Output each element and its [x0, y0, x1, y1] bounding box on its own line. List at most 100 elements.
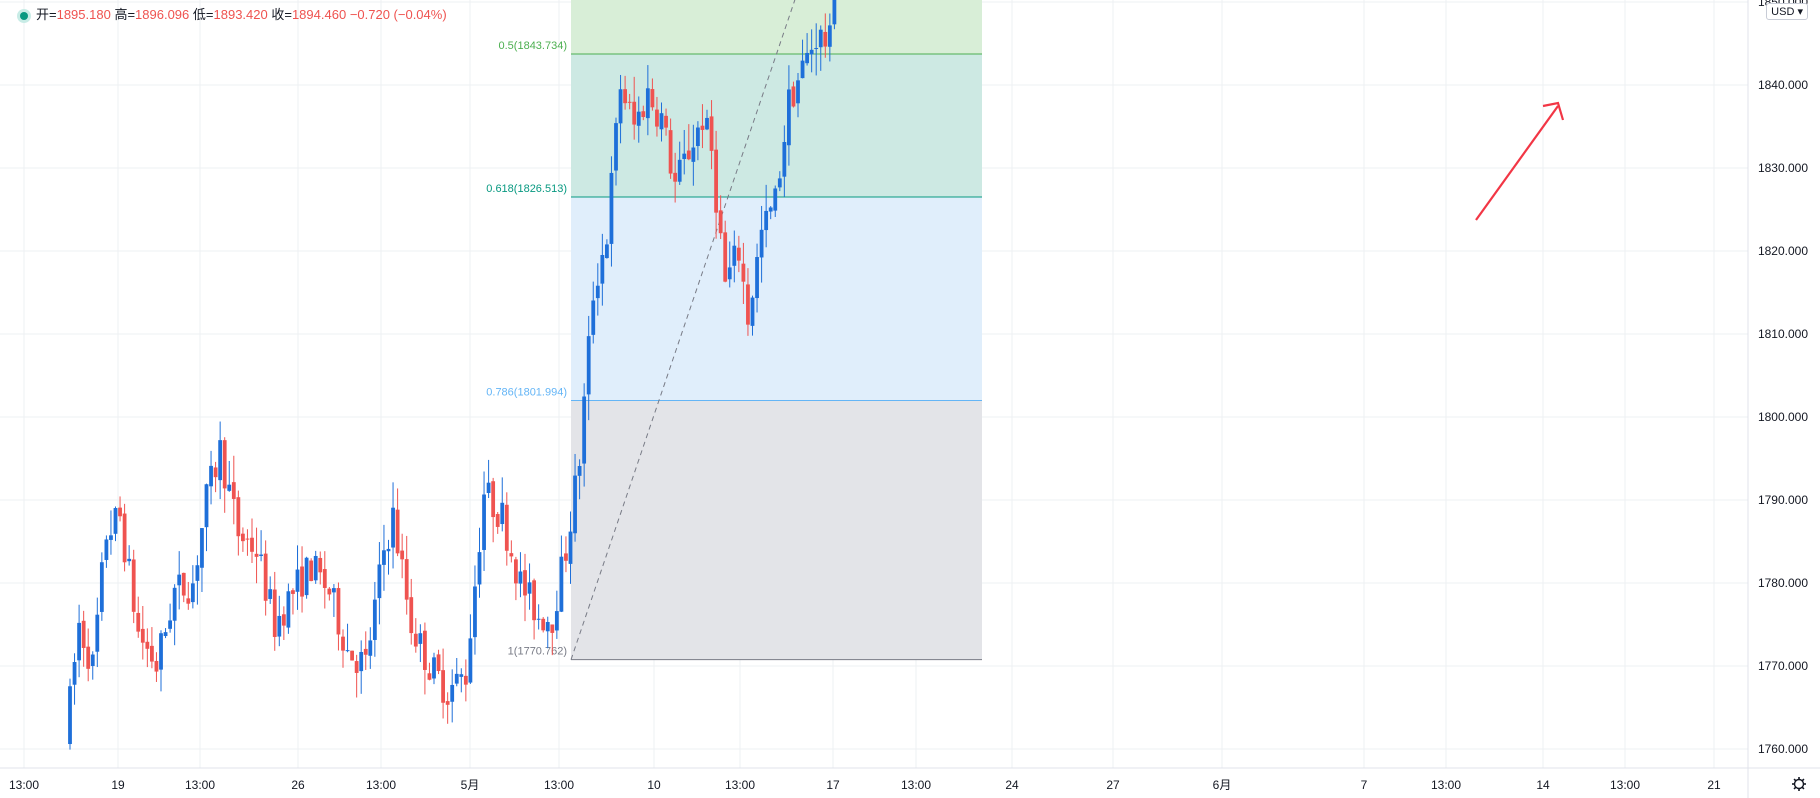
candle-body	[832, 0, 837, 25]
candle-body	[99, 562, 104, 612]
candle-body	[341, 636, 345, 651]
candle-body	[163, 632, 168, 637]
y-tick-label: 1810.000	[1758, 327, 1808, 341]
candle-body	[423, 630, 427, 670]
candle-body	[709, 116, 714, 151]
candle-body	[259, 554, 263, 556]
x-tick-label: 26	[291, 778, 305, 792]
candle-body	[759, 229, 764, 258]
candle-body	[705, 117, 709, 130]
gear-icon[interactable]	[1792, 777, 1806, 791]
candle-body	[327, 588, 332, 595]
candle-body	[691, 147, 696, 162]
candle-body	[122, 513, 127, 563]
candle-body	[304, 557, 309, 596]
close-label: 收=	[271, 7, 292, 22]
candle-body	[81, 620, 86, 648]
candle-body	[782, 142, 787, 177]
change-value: −0.720 (−0.04%)	[349, 7, 447, 22]
y-tick-label: 1790.000	[1758, 493, 1808, 507]
candle-body	[659, 113, 664, 130]
y-tick-label: 1820.000	[1758, 244, 1808, 258]
candle-body	[250, 537, 254, 552]
candle-body	[450, 684, 455, 702]
candle-body	[72, 662, 77, 685]
candle-body	[354, 661, 359, 673]
candle-body	[600, 255, 605, 284]
candle-body	[395, 509, 400, 554]
candle-body	[213, 467, 218, 478]
candle-body	[645, 88, 650, 119]
low-value: 1893.420	[213, 7, 268, 22]
candle-body	[586, 336, 591, 395]
candle-body	[459, 674, 464, 677]
candle-body	[272, 589, 277, 637]
fib-zone	[571, 196, 982, 401]
x-tick-label: 13:00	[901, 778, 931, 792]
candle-body	[664, 115, 668, 128]
candle-body	[641, 111, 646, 118]
candle-body	[559, 556, 564, 612]
candle-body	[200, 528, 204, 568]
x-tick-label: 27	[1106, 778, 1120, 792]
candle-body	[736, 247, 741, 261]
candle-body	[318, 557, 323, 573]
high-value: 1896.096	[135, 7, 190, 22]
high-label: 高=	[114, 7, 136, 22]
close-value: 1894.460	[291, 7, 347, 22]
candle-body	[796, 80, 800, 104]
candle-body	[254, 553, 259, 557]
candle-body	[509, 553, 514, 557]
candle-body	[281, 614, 286, 626]
candles	[68, 0, 837, 750]
candle-body	[514, 559, 518, 584]
x-tick-label: 7	[1361, 778, 1368, 792]
x-tick-label: 19	[111, 778, 125, 792]
x-tick-label: 13:00	[366, 778, 396, 792]
candle-body	[814, 48, 819, 50]
candle-body	[86, 646, 91, 669]
candle-body	[77, 622, 81, 661]
y-tick-label: 1840.000	[1758, 78, 1808, 92]
candle-body	[750, 297, 755, 326]
candle-body	[477, 552, 482, 585]
candle-body	[400, 550, 405, 560]
candle-body	[131, 559, 136, 612]
candle-body	[723, 232, 728, 282]
low-label: 低=	[192, 7, 214, 22]
candle-body	[336, 588, 341, 635]
fib-zone	[571, 400, 982, 660]
candle-body	[177, 574, 182, 586]
candle-body	[409, 597, 414, 634]
candle-body	[218, 440, 223, 481]
open-label: 开=	[36, 7, 57, 22]
candle-body	[727, 267, 732, 280]
candle-body	[532, 580, 536, 621]
candle-body	[486, 482, 491, 493]
candle-body	[245, 538, 250, 540]
candle-body	[564, 553, 568, 561]
y-tick-label: 1800.000	[1758, 410, 1808, 424]
candle-body	[368, 640, 373, 656]
candle-body	[95, 614, 100, 652]
candle-body	[673, 172, 678, 182]
currency-button[interactable]: USD ▾	[1766, 3, 1808, 20]
candle-body	[454, 673, 459, 684]
candle-body	[655, 109, 659, 127]
candle-body	[404, 559, 409, 600]
candle-body	[577, 466, 582, 476]
x-tick-label: 6月	[1213, 778, 1232, 792]
fib-level-label: 0.618(1826.513)	[486, 183, 567, 195]
candle-body	[746, 284, 750, 325]
candle-body	[391, 507, 395, 548]
candle-body	[787, 89, 791, 146]
x-tick-label: 5月	[461, 778, 480, 792]
candle-body	[614, 123, 618, 171]
candle-body	[68, 686, 72, 745]
candle-body	[227, 484, 232, 491]
candle-body	[145, 641, 150, 649]
fib-zone	[571, 0, 982, 55]
candle-body	[309, 560, 314, 582]
